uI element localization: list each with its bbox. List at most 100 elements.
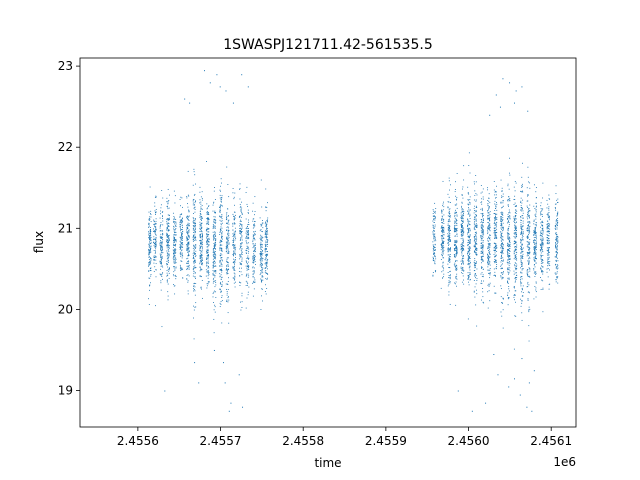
data-point <box>179 248 181 249</box>
data-point <box>261 257 263 259</box>
data-point <box>443 246 445 248</box>
data-point <box>161 265 163 267</box>
data-point <box>529 182 531 184</box>
data-point <box>160 261 162 263</box>
data-point <box>155 242 157 244</box>
data-point <box>162 249 163 251</box>
data-point <box>515 216 516 218</box>
data-point <box>206 264 208 266</box>
data-point <box>556 268 558 270</box>
data-point <box>528 260 530 262</box>
data-point <box>241 257 243 259</box>
data-point <box>162 217 164 219</box>
data-point <box>508 216 509 218</box>
data-point <box>555 237 557 239</box>
data-point <box>254 225 256 227</box>
data-point <box>502 247 504 249</box>
data-point <box>493 274 495 276</box>
data-point <box>467 203 469 205</box>
data-point <box>149 261 151 263</box>
data-point <box>442 249 444 250</box>
data-point <box>460 266 462 268</box>
data-point <box>555 242 557 244</box>
data-point <box>535 248 537 250</box>
data-point <box>265 293 267 295</box>
data-point <box>265 255 267 257</box>
data-point <box>440 244 442 246</box>
data-point <box>454 225 455 227</box>
data-point <box>188 224 190 226</box>
data-point <box>476 238 478 240</box>
data-point <box>226 238 228 240</box>
data-point <box>261 288 263 290</box>
data-point <box>245 218 247 220</box>
data-point <box>173 285 175 287</box>
data-point <box>254 230 256 232</box>
data-point <box>215 212 216 213</box>
data-point <box>155 269 157 271</box>
outlier-point <box>489 114 491 116</box>
data-point <box>155 212 157 213</box>
data-point <box>536 249 537 251</box>
data-point <box>220 301 222 303</box>
data-point <box>253 225 255 226</box>
data-point <box>526 270 528 272</box>
data-point <box>509 267 511 269</box>
data-point <box>520 190 522 192</box>
data-point <box>240 210 242 212</box>
data-point <box>212 292 214 294</box>
data-point <box>245 285 247 286</box>
data-point <box>462 225 463 226</box>
data-point <box>515 233 517 235</box>
data-point <box>187 216 189 217</box>
data-point <box>228 235 230 237</box>
data-point <box>155 236 157 238</box>
data-point <box>261 240 263 242</box>
data-point <box>186 227 188 229</box>
data-point <box>208 274 210 276</box>
data-point <box>520 216 522 217</box>
data-point <box>487 258 489 259</box>
data-point <box>206 271 208 273</box>
data-point <box>160 246 162 248</box>
data-point <box>227 184 229 185</box>
data-point <box>167 224 169 226</box>
data-point <box>454 267 456 269</box>
data-point <box>225 251 227 253</box>
data-point <box>447 254 449 256</box>
data-point <box>247 282 249 284</box>
data-point <box>456 215 458 217</box>
data-point <box>226 299 228 301</box>
data-point <box>247 291 249 293</box>
data-point <box>260 247 261 249</box>
data-point <box>541 245 543 247</box>
data-point <box>522 215 524 217</box>
data-point <box>542 271 544 273</box>
data-point <box>473 280 475 281</box>
data-point <box>225 246 227 248</box>
data-point <box>221 322 223 324</box>
data-point <box>433 249 435 251</box>
data-point <box>500 231 502 233</box>
data-point <box>556 219 558 221</box>
data-point <box>201 231 203 233</box>
data-point <box>188 234 190 236</box>
data-point <box>173 259 175 261</box>
data-point <box>201 208 203 210</box>
data-point <box>167 258 169 260</box>
data-point <box>447 221 449 223</box>
data-point <box>528 248 530 250</box>
data-point <box>261 253 263 255</box>
data-point <box>557 252 558 254</box>
data-point <box>456 223 458 225</box>
data-point <box>220 248 222 250</box>
data-point <box>456 250 458 252</box>
data-point <box>214 247 216 249</box>
data-point <box>462 242 464 244</box>
data-point <box>172 249 174 251</box>
data-point <box>193 284 195 286</box>
data-point <box>221 236 223 238</box>
data-point <box>448 177 450 179</box>
data-point <box>474 234 476 236</box>
data-point <box>201 263 203 264</box>
